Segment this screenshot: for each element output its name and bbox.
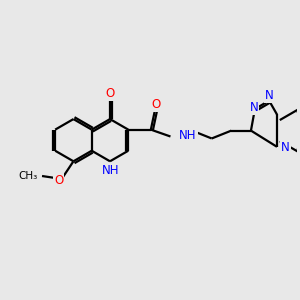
Text: N: N [265, 89, 274, 102]
Text: O: O [151, 98, 160, 111]
Text: NH: NH [179, 129, 197, 142]
Text: NH: NH [102, 164, 120, 177]
Text: O: O [105, 87, 115, 100]
Text: CH₃: CH₃ [18, 171, 37, 181]
Text: N: N [281, 141, 290, 154]
Text: N: N [250, 100, 258, 114]
Text: O: O [54, 174, 63, 188]
